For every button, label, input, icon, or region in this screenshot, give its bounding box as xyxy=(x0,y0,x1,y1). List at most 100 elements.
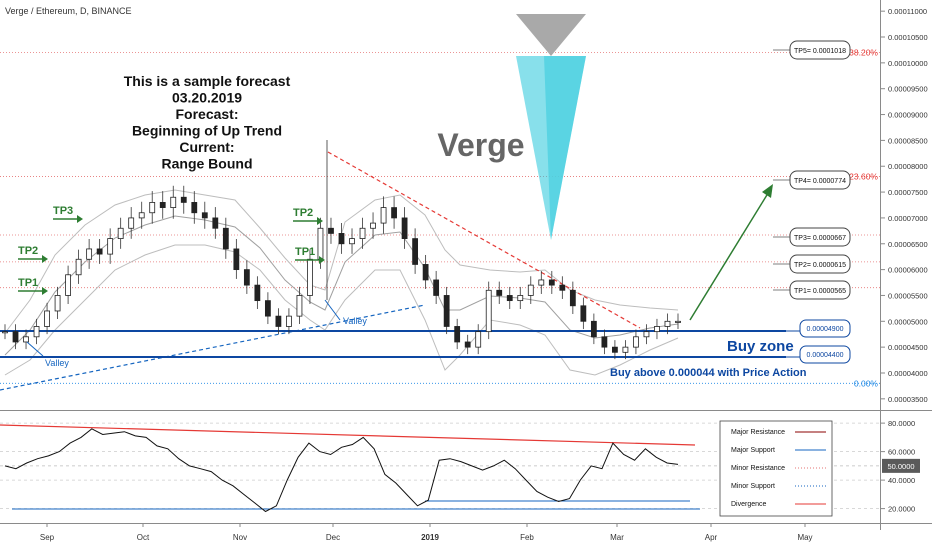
divergence-line xyxy=(0,424,696,446)
forecast-note-line: Beginning of Up Trend xyxy=(132,123,282,139)
candle-body xyxy=(2,331,8,334)
y-tick-label: 0.00010000 xyxy=(888,59,928,68)
target-label: TP5= 0.0001018 xyxy=(794,48,846,55)
candle-body xyxy=(664,320,671,327)
candle-body xyxy=(138,212,145,219)
candle-body xyxy=(590,320,597,338)
candle-body xyxy=(201,212,208,219)
candle-body xyxy=(86,248,93,260)
y-tick-label: 0.00009000 xyxy=(888,111,928,120)
candle-body xyxy=(191,202,198,214)
candle-body xyxy=(433,279,440,296)
candle-body xyxy=(149,202,156,214)
y-tick-label: 0.00005000 xyxy=(888,317,928,326)
moving-average xyxy=(4,215,679,356)
y-tick-label: 0.00004500 xyxy=(888,343,928,352)
target-tag xyxy=(789,227,851,247)
x-tick-label: Feb xyxy=(520,533,534,542)
buy-zone-lower-tag xyxy=(799,345,851,364)
candle-body xyxy=(454,326,461,343)
candle-body xyxy=(222,227,229,250)
x-tick-label: Nov xyxy=(233,533,247,542)
candle-body xyxy=(54,295,61,312)
target-label: TP1= 0.0000565 xyxy=(794,288,846,295)
target-tag xyxy=(789,170,851,190)
funnel-gray xyxy=(516,14,586,56)
watermark-title: Verge xyxy=(437,127,524,163)
candle-body xyxy=(464,341,471,348)
candle-body xyxy=(107,238,114,255)
x-tick-label: Apr xyxy=(705,533,718,542)
x-tick-label: May xyxy=(797,533,812,542)
y-tick-label: 0.00004000 xyxy=(888,369,928,378)
candle-body xyxy=(286,315,292,327)
candle-body xyxy=(401,217,408,239)
fib-level-label: 0.00% xyxy=(854,378,879,388)
candle-body xyxy=(580,305,587,322)
candle-body xyxy=(538,279,545,286)
target-label: TP4= 0.0000774 xyxy=(794,178,846,185)
candle-body xyxy=(317,227,324,260)
buy-zone-upper-tag xyxy=(799,319,851,338)
candle-body xyxy=(159,202,166,208)
candle-body xyxy=(243,269,250,286)
tp-marker-arrowhead xyxy=(42,287,48,295)
candle-body xyxy=(380,207,387,224)
candle-body xyxy=(328,227,334,234)
y-tick-label: 0.00006000 xyxy=(888,266,928,275)
price-pane xyxy=(0,0,880,410)
candle-body xyxy=(443,295,450,327)
y-tick-label: 0.00006500 xyxy=(888,240,928,249)
funnel-teal xyxy=(516,56,586,240)
candle-body xyxy=(643,331,650,338)
candle-body xyxy=(485,289,492,333)
legend-entry-label: Major Resistance xyxy=(731,429,785,436)
candle-body xyxy=(517,295,524,302)
tp-marker-label: TP3 xyxy=(53,205,73,217)
tp-marker-arrowhead xyxy=(317,217,323,225)
y-tick-label: 0.00007500 xyxy=(888,188,928,197)
y-tick-label: 0.00009500 xyxy=(888,85,928,94)
y-tick-label: 0.00010500 xyxy=(888,33,928,42)
y-tick-label: 0.00003500 xyxy=(888,395,928,404)
forecast-note: This is a sample forecast03.20.2019Forec… xyxy=(124,73,291,172)
rsi-line xyxy=(4,428,679,513)
rsi-current-badge xyxy=(882,458,920,473)
candle-body xyxy=(75,258,82,276)
forecast-note-line: Range Bound xyxy=(162,156,253,172)
x-tick-label: Dec xyxy=(326,533,340,542)
candle-body xyxy=(569,289,576,307)
forecast-note-line: Forecast: xyxy=(175,106,238,122)
candle-body xyxy=(96,248,103,255)
candle-body xyxy=(412,238,419,265)
target-label: TP3= 0.0000667 xyxy=(794,235,846,242)
annotations: TP3 TP2 TP1 TP2 TP1 Valley Valley xyxy=(18,205,367,368)
rsi-y-tick-label: 60.0000 xyxy=(888,448,915,457)
rsi-y-tick-label: 40.0000 xyxy=(888,476,915,485)
tp-marker-arrowhead xyxy=(77,215,83,223)
tp-arrow xyxy=(689,189,771,321)
candle-body xyxy=(391,207,397,219)
candle-body xyxy=(422,264,429,281)
candle-body xyxy=(548,279,555,286)
candle-body xyxy=(180,196,187,203)
candle-body xyxy=(23,336,29,343)
resistance-dash-line xyxy=(327,151,641,329)
candle-body xyxy=(349,238,355,245)
candle-body xyxy=(527,284,534,296)
candle-body xyxy=(370,222,376,229)
candle-body xyxy=(12,331,19,343)
candle-body xyxy=(65,274,71,296)
target-tag xyxy=(789,40,851,60)
valley-label: Valley xyxy=(45,358,69,368)
y-tick-label: 0.00005500 xyxy=(888,291,928,300)
y-tick-label: 0.00007000 xyxy=(888,214,928,223)
candle-body xyxy=(506,295,513,302)
valley-pointer xyxy=(26,341,44,357)
legend-entry-label: Minor Resistance xyxy=(731,465,785,472)
forecast-note-line: Current: xyxy=(179,139,234,155)
target-tag xyxy=(789,280,851,300)
fib-level-label: 23.60% xyxy=(849,172,878,182)
legend-entry-label: Major Support xyxy=(731,447,775,454)
